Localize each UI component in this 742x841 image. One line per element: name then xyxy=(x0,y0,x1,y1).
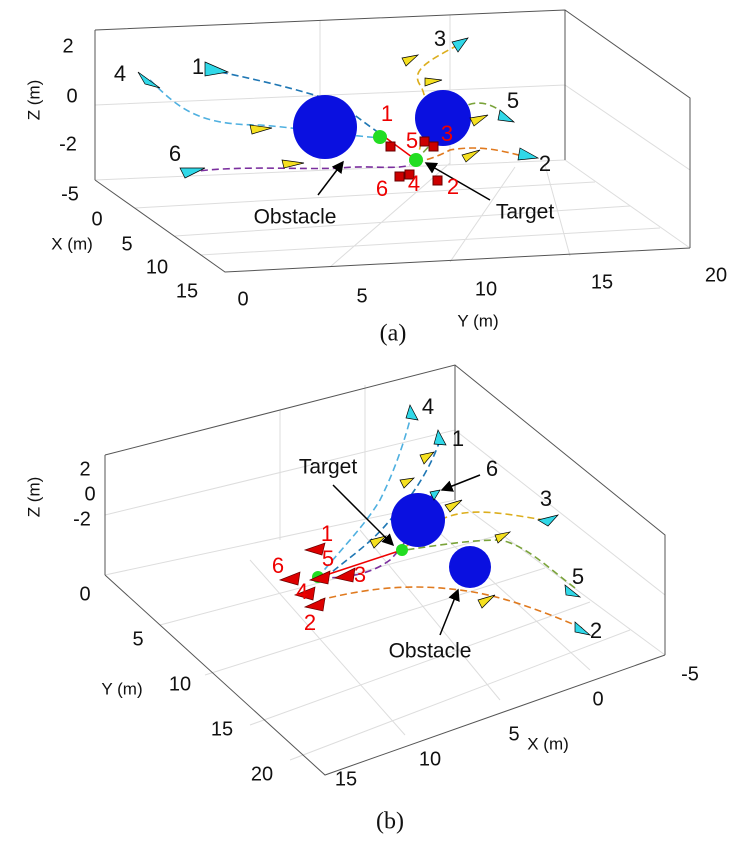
tick-label: 0 xyxy=(79,583,90,605)
tick-label: -2 xyxy=(73,508,91,530)
axis-label: Z (m) xyxy=(24,477,43,518)
tick-label: 15 xyxy=(211,718,233,740)
tick-label: 10 xyxy=(475,278,497,300)
tick-label: 5 xyxy=(121,233,132,255)
axis-label: X (m) xyxy=(51,234,93,253)
agent-start-label: 4 xyxy=(422,394,434,419)
tick-label: 10 xyxy=(419,748,441,770)
tick-label: 10 xyxy=(146,256,168,278)
target-label: Target xyxy=(299,456,358,479)
tick-label: 5 xyxy=(132,628,143,650)
agent-end-label: 1 xyxy=(381,101,393,126)
tick-label: 10 xyxy=(169,673,191,695)
tick-label: 20 xyxy=(705,264,727,286)
tick-label: -5 xyxy=(681,663,699,685)
caption: (b) xyxy=(376,809,404,835)
axis-label: Y (m) xyxy=(457,311,498,330)
tick-label: 0 xyxy=(592,688,603,710)
agent-start-label: 4 xyxy=(114,61,126,86)
agent-start-label: 2 xyxy=(590,618,602,643)
tick-label: 20 xyxy=(251,763,273,785)
tick-label: 0 xyxy=(66,85,77,107)
obstacle-label: Obstacle xyxy=(254,206,337,229)
tick-label: 0 xyxy=(237,288,248,310)
agent-start-label: 2 xyxy=(539,151,551,176)
tick-label: 15 xyxy=(176,280,198,302)
agent-start-label: 5 xyxy=(507,88,519,113)
agent-start-label: 6 xyxy=(169,141,181,166)
tick-label: 2 xyxy=(79,458,90,480)
agent-end-label: 5 xyxy=(322,546,334,571)
target-label: Target xyxy=(496,201,555,224)
axis-label: X (m) xyxy=(527,734,569,753)
panel-a-box xyxy=(94,9,691,273)
agent-end-label: 2 xyxy=(304,610,316,635)
agent-start-label: 5 xyxy=(572,564,584,589)
tick-label: 15 xyxy=(335,768,357,790)
agent-end-label: 1 xyxy=(321,521,333,546)
tick-label: 5 xyxy=(508,723,519,745)
caption: (a) xyxy=(380,321,407,347)
tick-label: -5 xyxy=(61,183,79,205)
tick-label: 0 xyxy=(84,483,95,505)
agent-end-label: 3 xyxy=(441,121,453,146)
axis-label: Z (m) xyxy=(24,80,43,121)
agent-end-label: 3 xyxy=(354,562,366,587)
agent-start-label: 1 xyxy=(192,54,204,79)
agent-start-label: 3 xyxy=(540,486,552,511)
agent-end-label: 2 xyxy=(447,174,459,199)
panel-b-scene xyxy=(278,404,592,636)
agent-start-label: 1 xyxy=(452,426,464,451)
panel-a-scene xyxy=(137,37,540,201)
agent-end-label: 6 xyxy=(376,176,388,201)
tick-label: 0 xyxy=(91,208,102,230)
agent-end-label: 5 xyxy=(406,128,418,153)
panel-b-box xyxy=(104,364,666,776)
tick-label: 15 xyxy=(591,271,613,293)
agent-end-label: 6 xyxy=(272,553,284,578)
agent-end-label: 4 xyxy=(408,171,420,196)
obstacle-label: Obstacle xyxy=(389,640,472,663)
axis-label: Y (m) xyxy=(101,679,142,698)
tick-label: 2 xyxy=(62,35,73,57)
agent-start-label: 6 xyxy=(486,456,498,481)
tick-label: 5 xyxy=(356,285,367,307)
agent-start-label: 3 xyxy=(434,26,446,51)
agent-end-label: 4 xyxy=(296,579,308,604)
tick-label: -2 xyxy=(59,133,77,155)
